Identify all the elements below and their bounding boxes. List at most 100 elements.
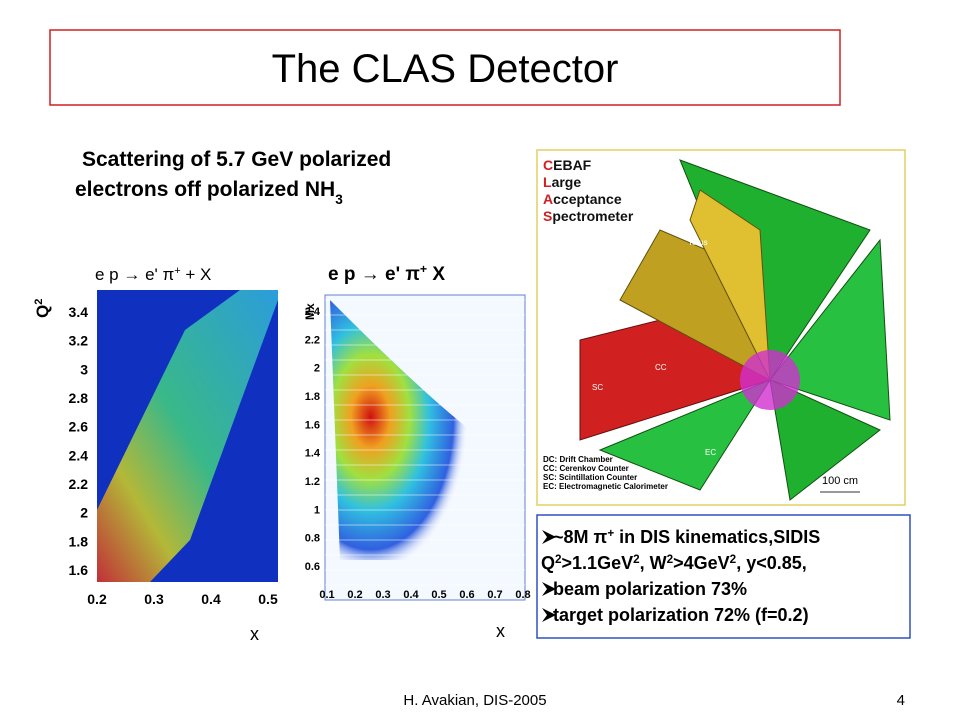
subtitle: electrons off polarized NH3 — [75, 178, 343, 207]
x-tick-label: 0.3 — [144, 591, 164, 607]
text-run: beam polarization 73% — [553, 579, 747, 599]
acronym-line: Spectrometer — [543, 208, 634, 224]
sector — [769, 379, 881, 501]
heatmap — [97, 290, 278, 582]
superscript: + — [174, 265, 180, 277]
part-label: CC — [655, 363, 667, 372]
x-tick-label: 0.8 — [515, 589, 530, 601]
acronym-rest: EBAF — [553, 157, 592, 173]
part-label: DC — [600, 325, 612, 334]
plot-label: e p → e' π+ + X — [95, 265, 211, 284]
acronym-rest: pectrometer — [552, 208, 633, 224]
x-tick-label: 0.5 — [431, 589, 446, 601]
scale-label: 100 cm — [822, 475, 858, 487]
bullet-box — [536, 514, 911, 639]
hub — [740, 350, 800, 410]
text-run: Q — [541, 553, 555, 573]
acronym-line: Acceptance — [543, 191, 622, 207]
text-run: Q — [33, 305, 52, 318]
y-tick-label: 2.4 — [305, 306, 321, 318]
y-tick-label: 1.8 — [69, 533, 89, 549]
part-label: Torus — [688, 238, 708, 247]
part-label: EC — [705, 448, 716, 457]
bullet-arrow — [542, 608, 556, 622]
superscript: 2 — [730, 553, 737, 566]
y-tick-label: 1.6 — [69, 562, 89, 578]
title-box — [49, 29, 841, 106]
text-run: e p → e' π — [328, 264, 420, 285]
y-tick-label: 2 — [80, 505, 88, 521]
x-tick-label: 0.5 — [258, 591, 278, 607]
x-tick-label: 0.3 — [375, 589, 390, 601]
superscript: 2 — [633, 553, 640, 566]
y-tick-label: 1 — [314, 504, 320, 516]
x-label: x — [496, 621, 505, 641]
superscript: + — [607, 527, 614, 540]
bullet-arrow — [542, 530, 556, 544]
plot-label: e p → e' π+ X — [328, 262, 445, 285]
text-run: target polarization 72% (f=0.2) — [553, 605, 809, 625]
y-tick-label: 1.8 — [305, 391, 320, 403]
bullet-text: target polarization 72% (f=0.2) — [553, 605, 809, 625]
subtitle: Scattering of 5.7 GeV polarized — [82, 148, 391, 171]
y-tick-label: 3 — [80, 361, 88, 377]
key-line: DC: Drift Chamber — [543, 455, 613, 464]
acronym-letter: L — [543, 174, 552, 190]
text-run: e p → e' π — [95, 265, 174, 284]
sector — [769, 238, 891, 421]
text-run: >4GeV — [673, 553, 730, 573]
y-tick-label: 3.2 — [69, 333, 89, 349]
y-tick-label: 2.8 — [69, 390, 89, 406]
key-line: SC: Scintillation Counter — [543, 473, 637, 482]
x-tick-label: 0.7 — [487, 589, 502, 601]
text-run: , y<0.85, — [736, 553, 807, 573]
text-run: + X — [181, 265, 212, 284]
y-tick-label: 2 — [314, 363, 320, 375]
superscript: 2 — [667, 553, 674, 566]
y-tick-label: 2.2 — [305, 334, 320, 346]
y-tick-label: 2.4 — [69, 447, 89, 463]
text-run: , W — [640, 553, 667, 573]
text-run: electrons off polarized NH — [75, 178, 335, 201]
y-tick-label: 1.2 — [305, 476, 320, 488]
bullet-text: beam polarization 73% — [553, 579, 747, 599]
key-line: EC: Electromagnetic Calorimeter — [543, 482, 668, 491]
page-number: 4 — [897, 692, 905, 709]
x-tick-label: 0.2 — [347, 589, 362, 601]
acronym-rest: arge — [552, 174, 582, 190]
acronym-letter: C — [543, 157, 553, 173]
text-run: ~8M π — [553, 527, 608, 547]
x-tick-label: 0.4 — [201, 591, 221, 607]
superscript: + — [420, 262, 427, 276]
acronym-line: CEBAF — [543, 157, 592, 173]
y-label: Q2 — [33, 299, 52, 318]
y-tick-label: 2.2 — [69, 476, 89, 492]
y-tick-label: 0.6 — [305, 561, 320, 573]
x-tick-label: 0.6 — [459, 589, 474, 601]
superscript: 2 — [33, 299, 45, 305]
y-label: Mx — [303, 303, 317, 320]
x-tick-label: 0.2 — [87, 591, 107, 607]
bullet-text: Q2>1.1GeV2, W2>4GeV2, y<0.85, — [541, 553, 807, 574]
sector — [598, 378, 772, 491]
text-run: in DIS kinematics,SIDIS — [614, 527, 820, 547]
y-tick-label: 1.6 — [305, 419, 320, 431]
y-tick-label: 3.4 — [69, 304, 89, 320]
acronym-letter: A — [543, 191, 553, 207]
title: The CLAS Detector — [272, 47, 619, 91]
bullet-text: ~8M π+ in DIS kinematics,SIDIS — [553, 527, 820, 548]
text-run: >1.1GeV — [562, 553, 634, 573]
x-tick-label: 0.1 — [319, 589, 334, 601]
y-tick-label: 1.4 — [305, 448, 321, 460]
y-tick-label: 2.6 — [69, 419, 89, 435]
key-line: CC: Cerenkov Counter — [543, 464, 629, 473]
footer-author: H. Avakian, DIS-2005 — [403, 692, 546, 709]
acronym-line: Large — [543, 174, 581, 190]
y-tick-label: 0.8 — [305, 533, 320, 545]
superscript: 2 — [555, 553, 562, 566]
part-label: SC — [592, 383, 603, 392]
subscript: 3 — [335, 192, 343, 207]
text-run: X — [427, 264, 445, 285]
sector — [689, 189, 771, 381]
